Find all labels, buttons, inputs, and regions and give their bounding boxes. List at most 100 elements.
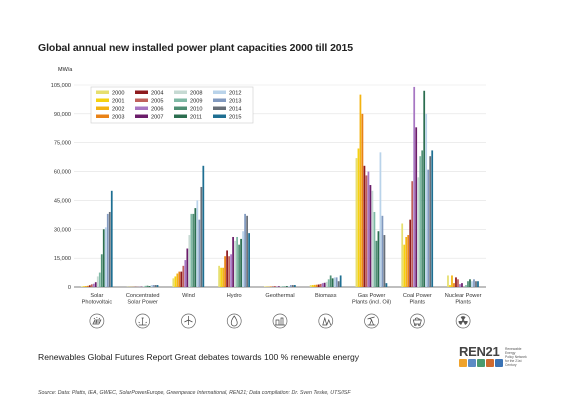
wind-turbine-icon — [181, 313, 196, 329]
bar — [102, 229, 105, 287]
bar — [234, 240, 236, 287]
bar — [246, 215, 248, 287]
bar — [453, 283, 455, 287]
bar — [415, 127, 418, 287]
bar — [461, 283, 463, 287]
legend-label: 2003 — [112, 114, 124, 120]
bar — [335, 277, 338, 287]
bar — [84, 286, 87, 287]
bar — [106, 213, 109, 287]
y-tick-label: 45,000 — [54, 198, 71, 204]
bar — [288, 286, 290, 287]
legend-swatch — [174, 90, 187, 94]
logo-tagline-line: for the 21st Century — [505, 359, 522, 367]
bar — [90, 284, 93, 287]
bar — [325, 281, 328, 287]
bar — [276, 286, 278, 287]
source-note: Source: Data: Platts, IEA, GWEC, SolarPo… — [38, 390, 351, 396]
bar — [369, 185, 372, 287]
legend-swatch — [96, 90, 109, 94]
legend-label: 2012 — [229, 90, 241, 96]
bar — [329, 275, 332, 287]
legend-swatch — [96, 114, 109, 118]
bar — [429, 156, 432, 287]
legend-label: 2009 — [190, 98, 202, 104]
legend-label: 2013 — [229, 98, 241, 104]
bar — [417, 177, 420, 287]
bar — [313, 284, 316, 287]
y-tick-label: 60,000 — [54, 170, 71, 176]
y-axis-unit: MW/a — [58, 67, 73, 73]
bar — [315, 284, 318, 287]
bar — [321, 283, 324, 287]
bar — [238, 244, 240, 287]
bar — [240, 238, 242, 287]
bar — [196, 200, 199, 287]
bar — [319, 283, 322, 287]
bar — [174, 276, 177, 287]
bar — [188, 235, 191, 287]
bar — [467, 281, 469, 287]
legend-swatch — [135, 106, 148, 110]
x-tick-label: Wind — [182, 293, 195, 299]
bar — [176, 273, 179, 287]
coal-cart-icon — [409, 313, 425, 329]
bar — [282, 286, 284, 287]
bar — [248, 233, 250, 287]
bar — [363, 165, 366, 287]
x-tick-label: Geothermal — [265, 293, 294, 299]
x-tick-label: Hydro — [227, 293, 242, 299]
legend: 2000 2001 2002 2003 2004 2005 2006 2007 2008 2009… — [90, 86, 254, 124]
ren21-logo: REN21 Renewable Energy Policy Network fo… — [459, 344, 531, 372]
bar — [459, 284, 461, 287]
bar — [230, 254, 232, 287]
bar — [194, 208, 197, 287]
bar — [280, 286, 282, 287]
legend-label: 2006 — [151, 106, 163, 112]
bar-chart: 0 15,000 30,000 45,000 60,000 75,000 90,000 105… — [51, 83, 486, 329]
bar — [309, 285, 312, 287]
bar — [451, 275, 453, 287]
bar — [178, 271, 181, 287]
bar — [407, 235, 410, 287]
x-tick-label: Photovoltaic — [82, 300, 113, 306]
bar — [379, 152, 382, 287]
bar — [447, 275, 449, 287]
bar — [108, 211, 111, 287]
logo-icons — [459, 359, 503, 367]
legend-label: 2010 — [190, 106, 202, 112]
bar — [477, 281, 479, 287]
bar — [154, 285, 157, 287]
bar — [292, 285, 294, 287]
y-tick-label: 15,000 — [54, 256, 71, 262]
legend-label: 2008 — [190, 90, 202, 96]
bar — [80, 286, 83, 287]
bar — [337, 281, 340, 287]
legend-label: 2005 — [151, 98, 163, 104]
bar — [142, 286, 145, 287]
chart-title: Global annual new installed power plant … — [38, 42, 354, 54]
legend-swatch — [174, 98, 187, 102]
bar — [100, 254, 103, 287]
bar — [475, 281, 477, 287]
bar — [449, 285, 451, 287]
bar — [327, 279, 330, 287]
legend-swatch — [213, 98, 226, 102]
legend-label: 2000 — [112, 90, 124, 96]
bar — [94, 282, 97, 287]
bar — [465, 285, 467, 287]
bar — [152, 285, 155, 287]
legend-label: 2015 — [229, 114, 241, 120]
bar — [236, 236, 238, 287]
bar — [180, 271, 183, 287]
logo-tagline: Renewable Energy Policy Network for the … — [505, 347, 531, 367]
bar — [148, 286, 151, 287]
bar — [190, 213, 193, 287]
y-axis-ticks: 0 15,000 30,000 45,000 60,000 75,000 90,000 105… — [51, 83, 71, 291]
logo-color-tile — [468, 359, 476, 367]
logo-wordmark: REN21 — [459, 344, 500, 359]
bar — [92, 283, 95, 287]
bar — [365, 175, 368, 287]
x-tick-label: Plants — [455, 300, 471, 306]
